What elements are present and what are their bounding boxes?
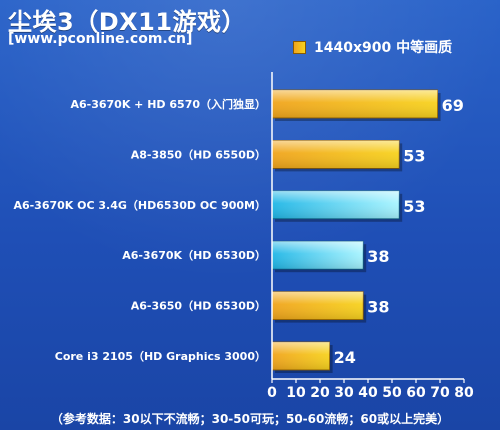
x-tick-label: 80 (454, 385, 474, 401)
legend-label: 1440x900 中等画质 (314, 40, 453, 56)
bar-highlight (272, 241, 364, 270)
x-tick-label: 70 (430, 385, 450, 401)
x-tick-label: 30 (334, 385, 354, 401)
value-label: 38 (367, 298, 389, 317)
x-tick-label: 50 (382, 385, 402, 401)
category-label: A6-3670K OC 3.4G（HD6530D OC 900M） (13, 199, 266, 212)
category-label: A6-3670K + HD 6570（入门独显） (70, 97, 266, 111)
value-label: 53 (403, 197, 425, 216)
legend-swatch (293, 41, 306, 54)
category-label: A6-3650（HD 6530D） (131, 300, 266, 313)
category-label: Core i3 2105（HD Graphics 3000） (55, 350, 266, 363)
x-tick-label: 40 (358, 385, 378, 401)
bar-highlight (272, 140, 400, 169)
value-label: 69 (442, 96, 464, 115)
source-url: [www.pconline.com.cn] (8, 31, 193, 47)
x-tick-label: 60 (406, 385, 426, 401)
category-label: A6-3670K（HD 6530D） (122, 249, 266, 262)
bar-highlight (272, 342, 330, 370)
category-label: A8-3850（HD 6550D） (131, 148, 266, 161)
x-tick-label: 20 (310, 385, 330, 401)
x-tick-label: 10 (286, 385, 306, 401)
value-label: 53 (403, 146, 425, 165)
bar-highlight (272, 190, 400, 219)
chart-title: 尘埃3（DX11游戏） (8, 8, 247, 36)
footer-note: （参考数据：30以下不流畅；30-50可玩；50-60流畅；60或以上完美） (50, 412, 450, 426)
bar-highlight (272, 90, 438, 118)
value-label: 38 (367, 247, 389, 266)
x-tick-label: 0 (267, 385, 277, 401)
value-label: 24 (334, 348, 356, 367)
bar-highlight (272, 291, 364, 320)
